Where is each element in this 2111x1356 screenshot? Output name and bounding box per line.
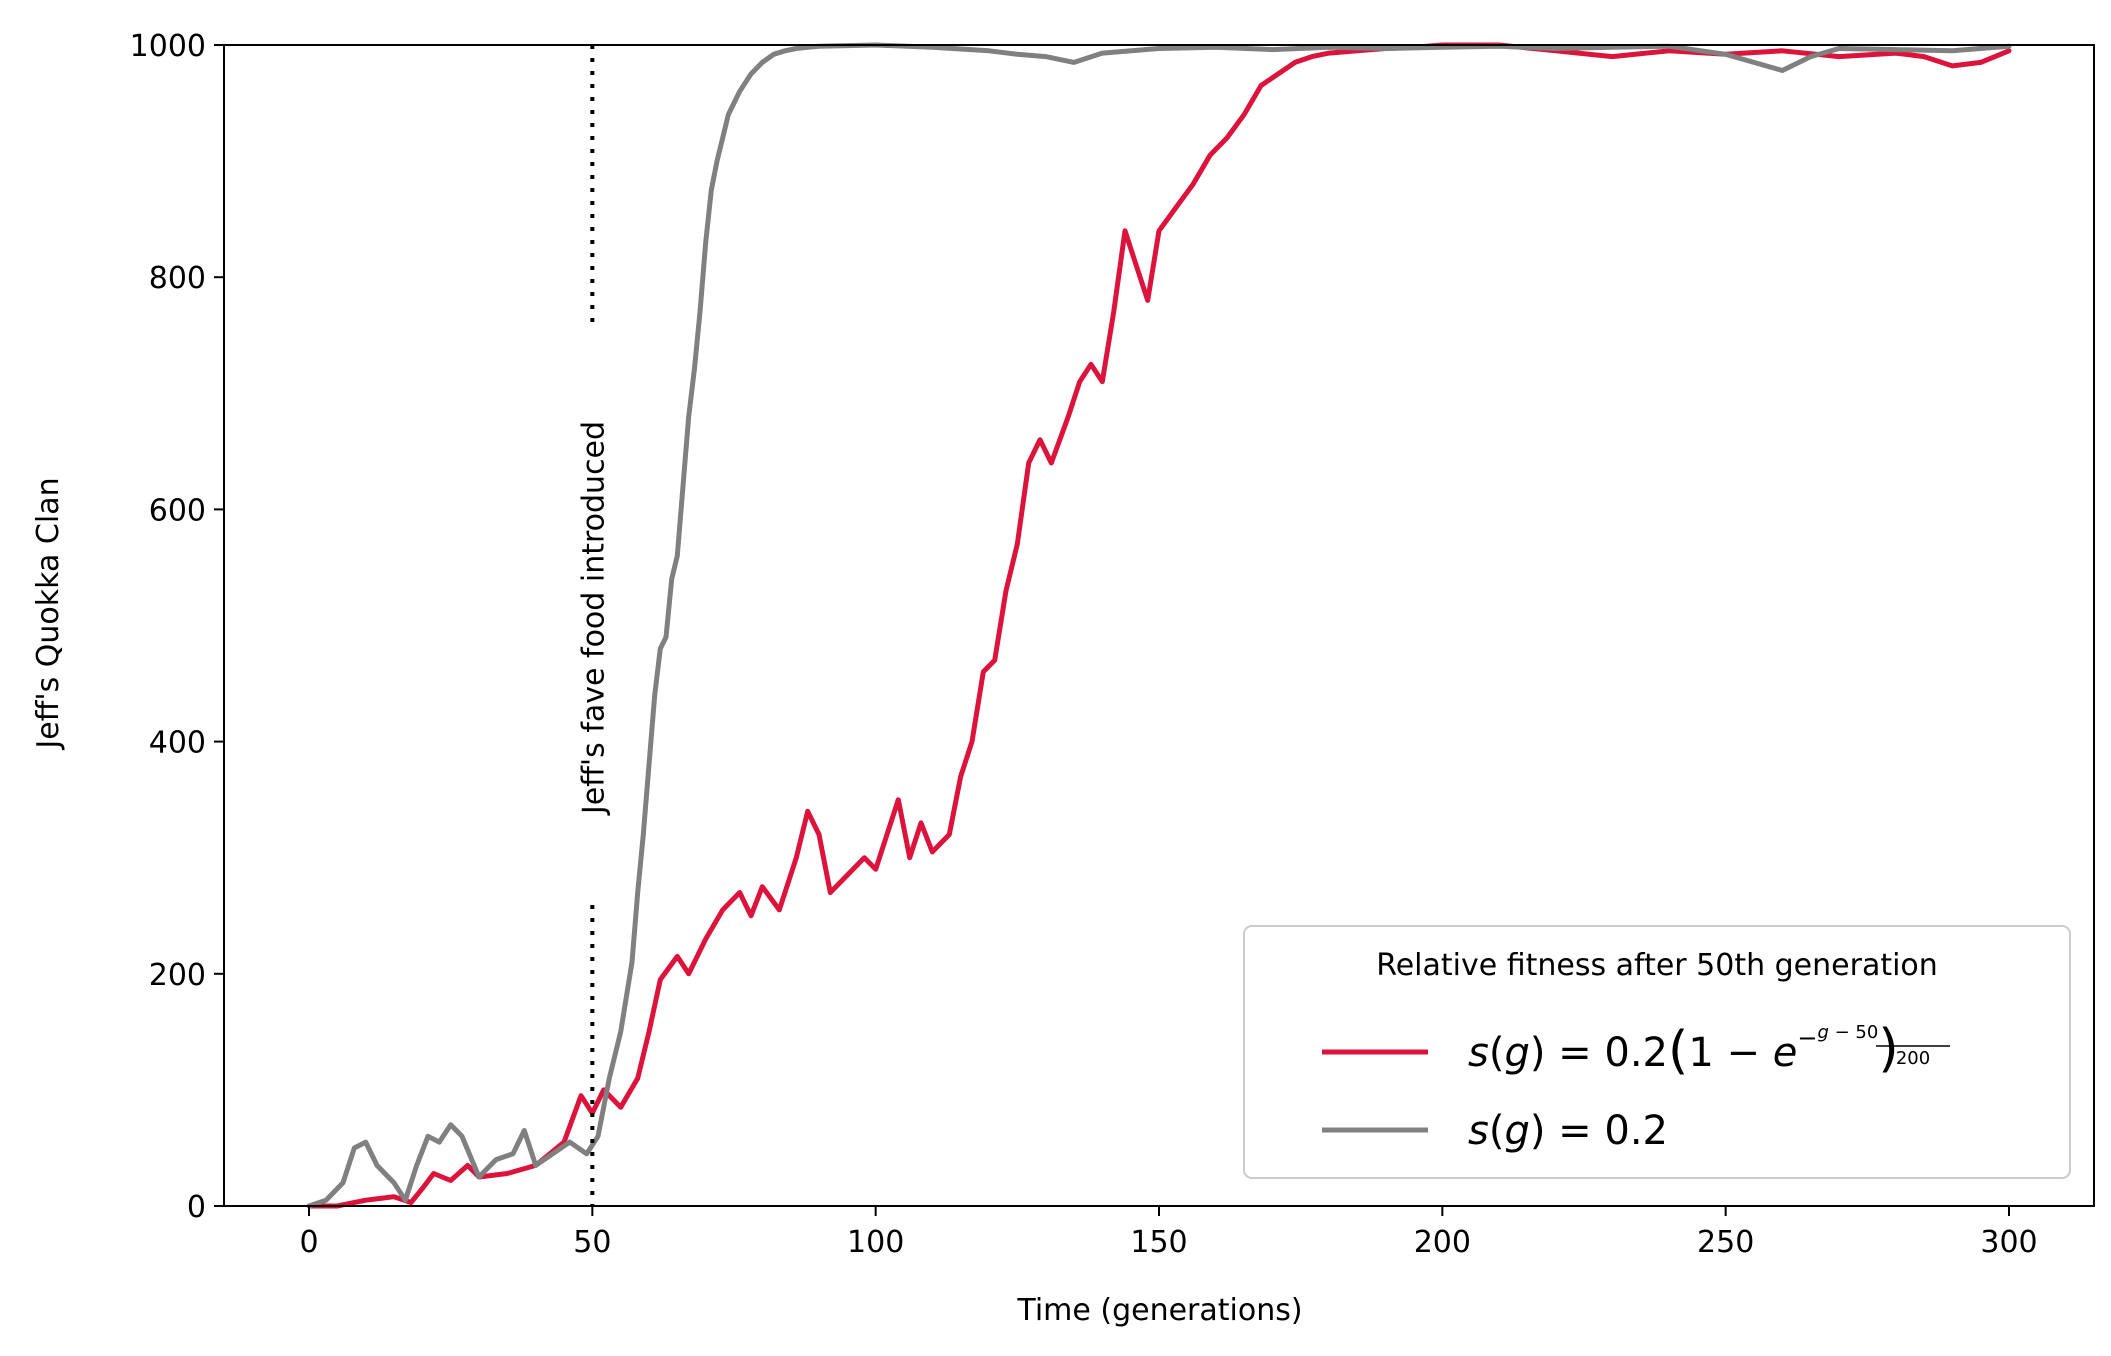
- legend-box: [1243, 925, 2071, 1179]
- x-tick-label: 150: [1130, 1225, 1187, 1260]
- x-tick-label: 100: [847, 1225, 904, 1260]
- x-tick-label: 250: [1697, 1225, 1754, 1260]
- y-tick-label: 0: [187, 1190, 206, 1225]
- legend-entry-red: s(g) = 0.2(1 − e−g − 50): [1468, 1019, 1899, 1081]
- legend-entry-gray: s(g) = 0.2: [1468, 1108, 1668, 1154]
- y-tick-label: 400: [149, 726, 206, 761]
- legend-fraction-denominator: 200: [1896, 1048, 1930, 1069]
- x-tick-label: 200: [1414, 1225, 1471, 1260]
- x-tick-label: 0: [299, 1225, 318, 1260]
- y-tick-label: 600: [149, 493, 206, 528]
- annotation-text: Jeff's fave food introduced: [576, 421, 611, 816]
- y-tick-label: 1000: [130, 29, 206, 64]
- series-line-2: [306, 42, 2012, 1209]
- x-tick-label: 50: [573, 1225, 611, 1260]
- x-axis-label: Time (generations): [1016, 1293, 1302, 1328]
- legend: Relative fitness after 50th generation s…: [1243, 925, 2071, 1179]
- y-tick-label: 800: [149, 261, 206, 296]
- y-axis-label: Jeff's Quokka Clan: [31, 477, 66, 750]
- legend-title: Relative fitness after 50th generation: [1376, 948, 1938, 983]
- y-tick-label: 200: [149, 958, 206, 993]
- y-axis-ticks: 0 200 400 600 800 1000: [130, 29, 224, 1225]
- x-tick-label: 300: [1980, 1225, 2037, 1260]
- x-axis-ticks: 0 50 100 150 200 250 300: [299, 1206, 2038, 1260]
